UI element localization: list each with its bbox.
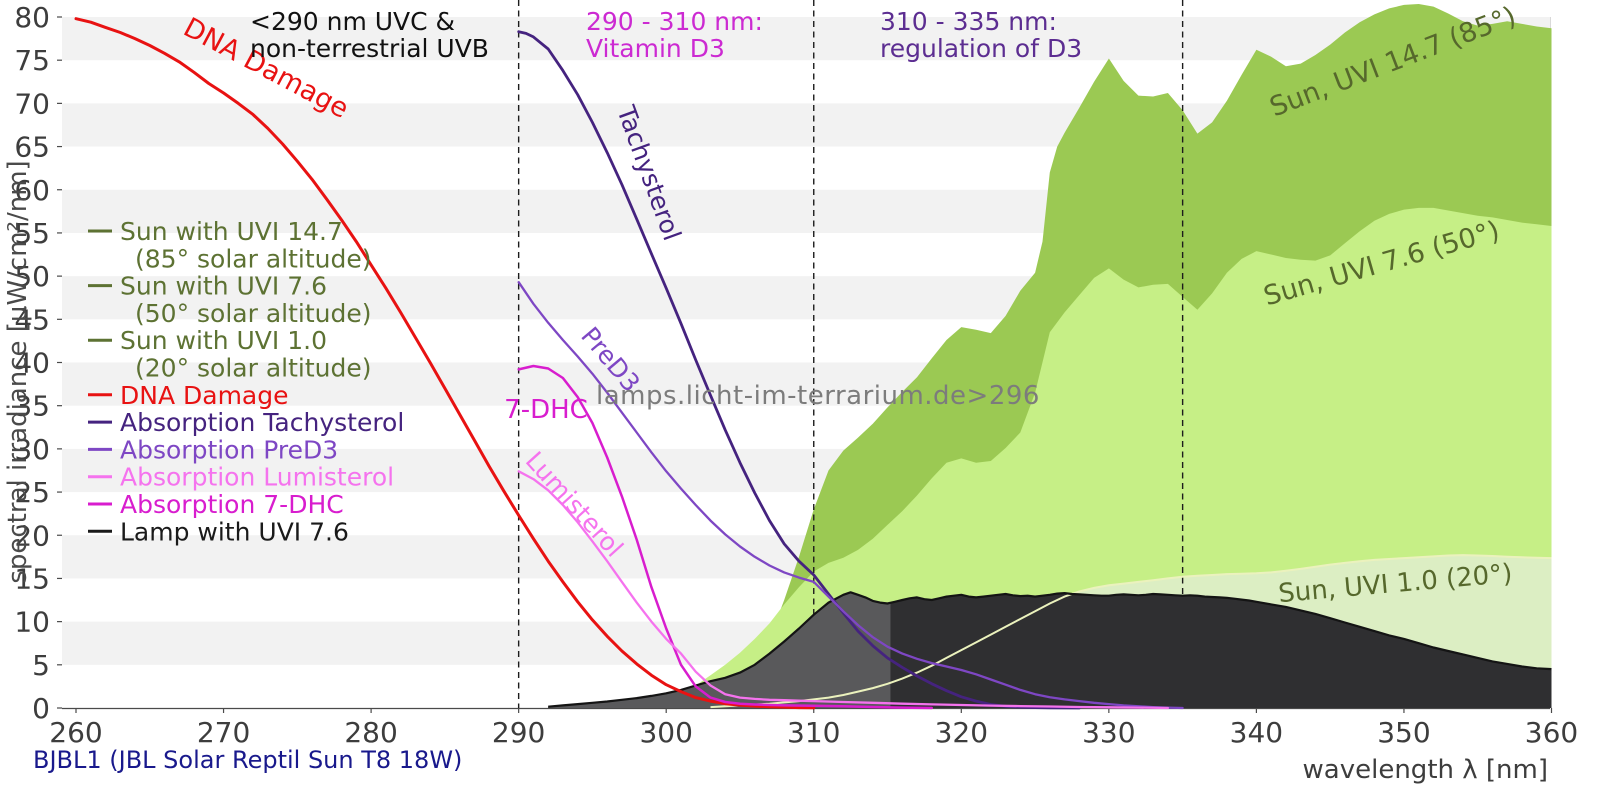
dataset-label: BJBL1 (JBL Solar Reptil Sun T8 18W) <box>33 746 463 774</box>
vitamin-d3-note-line2: Vitamin D3 <box>586 34 725 63</box>
regulation-note-line1: 310 - 335 nm: <box>880 7 1057 36</box>
x-tick-label: 360 <box>1525 716 1578 749</box>
legend-label: Absorption 7-DHC <box>120 490 344 519</box>
y-tick-label: 25 <box>14 476 50 509</box>
legend-label: Sun with UVI 14.7 <box>120 217 343 246</box>
legend-label: Absorption Lumisterol <box>120 463 394 492</box>
y-tick-label: 50 <box>14 260 50 293</box>
y-tick-label: 15 <box>14 562 50 595</box>
y-tick-label: 80 <box>14 1 50 34</box>
y-tick-label: 60 <box>14 174 50 207</box>
x-tick-label: 350 <box>1377 716 1430 749</box>
y-tick-label: 5 <box>32 649 50 682</box>
x-tick-label: 310 <box>787 716 840 749</box>
legend-label: Sun with UVI 7.6 <box>120 272 327 301</box>
curve-pred3 <box>517 281 1184 710</box>
vitamin-d3-note-line1: 290 - 310 nm: <box>586 7 763 36</box>
y-tick-label: 40 <box>14 347 50 380</box>
y-tick-label: 10 <box>14 606 50 639</box>
legend-label: DNA Damage <box>120 381 289 410</box>
uvc-note-line2: non-terrestrial UVB <box>250 34 489 63</box>
watermark: lamps.licht-im-terrarium.de>296 <box>596 381 1040 411</box>
y-tick-label: 55 <box>14 217 50 250</box>
y-tick-label: 75 <box>14 44 50 77</box>
grid-band <box>62 17 1550 61</box>
y-tick-label: 65 <box>14 131 50 164</box>
edge-lamp <box>548 591 1552 708</box>
legend-label: Absorption PreD3 <box>120 435 338 464</box>
uvc-note-line1: <290 nm UVC & <box>250 7 455 36</box>
curve-dhc7 <box>517 364 934 710</box>
y-tick-label: 20 <box>14 519 50 552</box>
y-tick-label: 70 <box>14 87 50 120</box>
legend-label: (20° solar altitude) <box>135 354 372 383</box>
y-tick-label: 35 <box>14 390 50 423</box>
edge-sun20 <box>710 554 1552 709</box>
legend-label: Sun with UVI 1.0 <box>120 326 327 355</box>
x-tick-label: 340 <box>1230 716 1283 749</box>
x-tick-label: 270 <box>197 716 250 749</box>
x-tick-label: 300 <box>639 716 692 749</box>
legend-label: Absorption Tachysterol <box>120 408 404 437</box>
x-tick-label: 260 <box>49 716 102 749</box>
y-tick-label: 30 <box>14 433 50 466</box>
x-tick-label: 330 <box>1082 716 1135 749</box>
legend-label: (85° solar altitude) <box>135 244 372 273</box>
curve-dna <box>74 17 816 710</box>
x-tick-label: 320 <box>935 716 988 749</box>
x-tick-label: 290 <box>492 716 545 749</box>
dhc7-label: 7-DHC <box>504 395 588 425</box>
curve-lumisterol <box>517 470 1170 710</box>
curve-tachysterol <box>517 30 1081 710</box>
area-lamp-uvb-zone <box>548 592 891 708</box>
y-tick-label: 45 <box>14 303 50 336</box>
x-axis-title: wavelength λ [nm] <box>1303 755 1548 785</box>
x-tick-label: 280 <box>344 716 397 749</box>
y-tick-label: 0 <box>32 692 50 725</box>
legend-label: Lamp with UVI 7.6 <box>120 517 349 546</box>
legend-label: (50° solar altitude) <box>135 299 372 328</box>
y-axis-title: spectral irradiance [μW/cm²/nm] <box>3 160 33 583</box>
regulation-note-line2: regulation of D3 <box>880 34 1082 63</box>
